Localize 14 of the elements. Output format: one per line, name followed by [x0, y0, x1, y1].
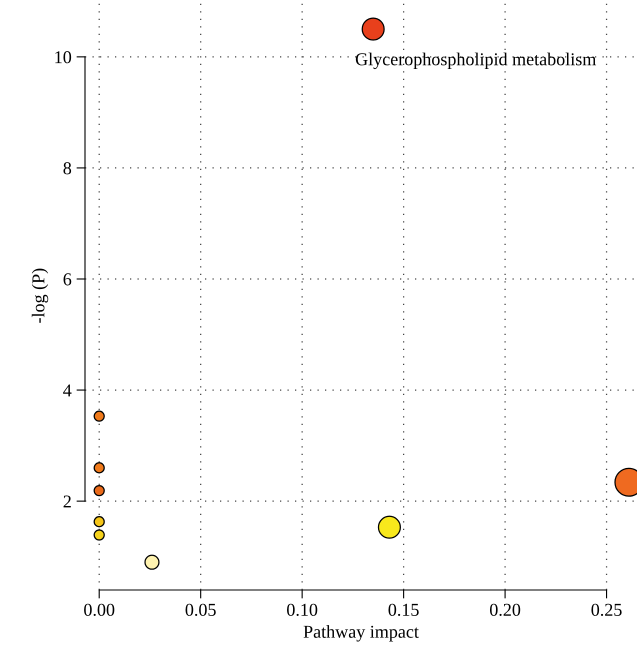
x-tick-label: 0.00: [84, 604, 114, 616]
y-tick-label: 4: [63, 384, 72, 396]
y-axis-title: -log (P): [32, 268, 48, 323]
x-axis-title: Pathway impact: [304, 625, 419, 642]
y-tick-label: 2: [64, 495, 71, 508]
annotation: Glycerophospholipid metabolism: [356, 52, 596, 70]
x-tick-label: 0.10: [287, 604, 318, 616]
y-tick-label: 8: [63, 162, 72, 174]
y-tick-label: 10: [55, 51, 72, 64]
y-tick-label: 6: [64, 273, 72, 286]
x-tick-label: 0.20: [490, 604, 520, 616]
x-tick-label: 0.05: [186, 604, 216, 616]
x-tick-label: 0.25: [591, 604, 622, 616]
x-tick-label: 0.15: [388, 604, 419, 616]
